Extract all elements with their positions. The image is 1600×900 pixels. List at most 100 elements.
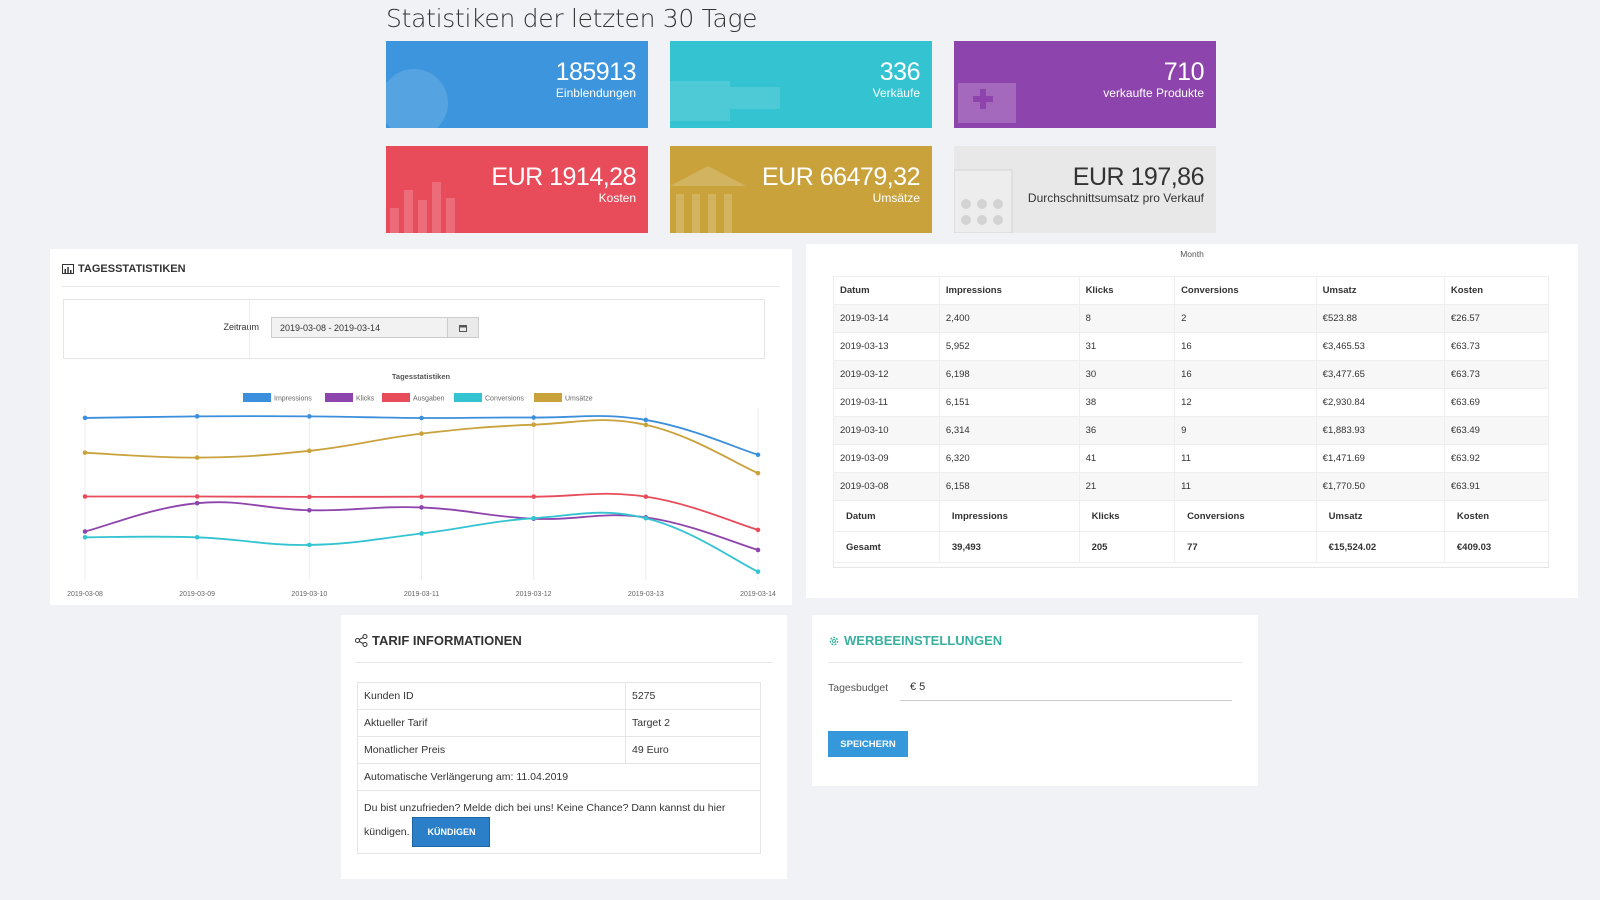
data-point[interactable] <box>82 494 88 499</box>
table-cell: 2019-03-10 <box>833 416 940 445</box>
data-point[interactable] <box>307 542 312 548</box>
data-point[interactable] <box>755 452 761 458</box>
data-point[interactable] <box>643 515 649 521</box>
data-point[interactable] <box>531 422 536 427</box>
data-point[interactable] <box>82 529 88 534</box>
table-cell: 6,198 <box>938 360 1080 389</box>
data-point[interactable] <box>82 415 88 421</box>
table-cell: €1,471.69 <box>1315 444 1445 473</box>
data-point[interactable] <box>643 494 649 499</box>
panel-title: Tagesstatistiken <box>78 263 186 275</box>
daily-stats-panel: Tagesstatistiken Zeitraum 2019-03-08 - 2… <box>50 249 792 605</box>
legend-item[interactable]: Klicks <box>325 393 375 403</box>
data-point[interactable] <box>531 494 536 499</box>
data-point[interactable] <box>419 505 424 510</box>
ad-settings-header: Werbeeinstellungen <box>828 633 1002 648</box>
x-tick-label: 2019-03-12 <box>516 591 552 598</box>
tile-value: 185913 <box>555 58 637 86</box>
data-point[interactable] <box>755 470 761 476</box>
data-point[interactable] <box>531 515 536 521</box>
page-title: Statistiken der letzten 30 Tage <box>386 4 758 33</box>
calendar-button[interactable] <box>448 317 479 338</box>
data-point[interactable] <box>307 414 312 419</box>
legend-swatch <box>534 393 562 402</box>
legend-label: Impressions <box>274 396 312 403</box>
legend-label: Klicks <box>356 396 375 403</box>
table-cell: 2019-03-13 <box>833 332 940 361</box>
tarif-header: Tarif Informationen <box>355 633 522 648</box>
budget-input[interactable]: € 5 <box>900 677 1232 701</box>
date-range-input[interactable]: 2019-03-08 - 2019-03-14 <box>271 317 448 338</box>
data-point[interactable] <box>194 455 200 460</box>
data-point[interactable] <box>82 450 88 455</box>
data-point[interactable] <box>307 448 312 454</box>
save-button[interactable]: Speichern <box>828 731 908 757</box>
cancel-button[interactable]: Kündigen <box>412 817 491 847</box>
data-point[interactable] <box>194 414 200 419</box>
data-point[interactable] <box>307 494 312 500</box>
table-cell: 36 <box>1078 416 1176 445</box>
tile-label: Umsätze <box>872 191 920 205</box>
tarif-table: Kunden ID 5275 Aktueller Tarif Target 2 … <box>357 682 761 854</box>
table-cell: 41 <box>1078 444 1176 473</box>
data-point[interactable] <box>419 494 424 500</box>
legend-item[interactable]: Umsätze <box>534 393 593 403</box>
daily-stats-header: Tagesstatistiken <box>62 263 186 275</box>
legend-swatch <box>243 393 271 402</box>
data-point[interactable] <box>194 534 200 540</box>
legend-swatch <box>382 393 410 402</box>
data-point[interactable] <box>643 417 649 423</box>
table-row: 2019-03-10 6,314 36 9 €1,883.93 €63.49 <box>833 416 1550 445</box>
cart-icon <box>670 81 780 121</box>
table-cell: €63.49 <box>1443 416 1550 445</box>
table-cell: 6,314 <box>938 416 1080 445</box>
bar-chart-icon <box>62 264 74 274</box>
data-point[interactable] <box>419 531 424 536</box>
x-tick-label: 2019-03-11 <box>404 591 439 598</box>
table-cell: 21 <box>1078 472 1176 501</box>
x-tick-label: 2019-03-13 <box>628 591 664 598</box>
table-cell: 11 <box>1174 472 1317 501</box>
data-point[interactable] <box>194 494 200 499</box>
legend-label: Conversions <box>485 396 524 403</box>
legend-item[interactable]: Ausgaben <box>382 393 445 403</box>
table-row: Monatlicher Preis 49 Euro <box>357 736 761 764</box>
table-cell: 12 <box>1174 388 1317 417</box>
legend-item[interactable]: Conversions <box>454 393 524 403</box>
data-point[interactable] <box>194 500 200 506</box>
table-cell: 30 <box>1078 360 1176 389</box>
table-cell: €63.73 <box>1443 360 1550 389</box>
total-cell: Gesamt <box>833 531 940 563</box>
data-point[interactable] <box>531 415 536 420</box>
daily-stats-chart: Tagesstatistiken Impressions Klicks Ausgabe… <box>67 372 776 598</box>
data-point[interactable] <box>82 534 88 540</box>
data-point[interactable] <box>643 422 649 428</box>
legend-swatch <box>454 393 482 402</box>
month-label: Month <box>1180 249 1204 259</box>
table-cell: €523.88 <box>1315 304 1445 333</box>
table-row: 2019-03-08 6,158 21 11 €1,770.50 €63.91 <box>833 472 1550 501</box>
table-cell: 2 <box>1174 304 1317 333</box>
total-cell: 77 <box>1174 531 1317 563</box>
tile-products: 710 verkaufte Produkte <box>954 41 1216 128</box>
data-point[interactable] <box>755 547 761 553</box>
data-point[interactable] <box>307 507 312 513</box>
panel-title: Tarif Informationen <box>372 633 522 648</box>
globe-icon <box>386 69 448 128</box>
tarif-label: Aktueller Tarif <box>357 709 626 737</box>
tile-value: 336 <box>879 58 921 86</box>
tile-impressions: 185913 Einblendungen <box>386 41 648 128</box>
data-point[interactable] <box>419 431 424 436</box>
data-point[interactable] <box>755 527 761 533</box>
table-row: 2019-03-14 2,400 8 2 €523.88 €26.57 <box>833 304 1550 333</box>
table-cell: 16 <box>1174 360 1317 389</box>
tarif-value: 49 Euro <box>625 736 761 764</box>
column-header: Conversions <box>1174 276 1317 305</box>
tile-label: Durchschnittsumsatz pro Verkauf <box>1027 191 1204 205</box>
data-point[interactable] <box>755 569 761 574</box>
legend-item[interactable]: Impressions <box>243 393 312 403</box>
footer-header: Klicks <box>1078 500 1176 532</box>
footer-header-row: Datum Impressions Klicks Conversions Umsatz K… <box>833 500 1550 532</box>
table-cell: €63.69 <box>1443 388 1550 417</box>
data-point[interactable] <box>419 415 424 421</box>
